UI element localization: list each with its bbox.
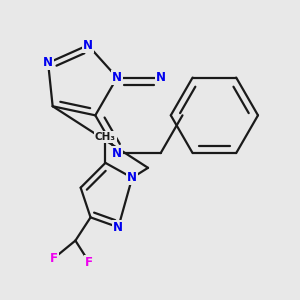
Text: N: N — [83, 39, 93, 52]
Text: CH₃: CH₃ — [95, 132, 116, 142]
Text: F: F — [50, 252, 58, 265]
Text: F: F — [85, 256, 93, 269]
Text: N: N — [127, 171, 137, 184]
Text: N: N — [113, 221, 123, 234]
Text: N: N — [43, 56, 53, 69]
Text: N: N — [156, 71, 166, 84]
Text: N: N — [112, 147, 122, 160]
Text: N: N — [112, 71, 122, 84]
